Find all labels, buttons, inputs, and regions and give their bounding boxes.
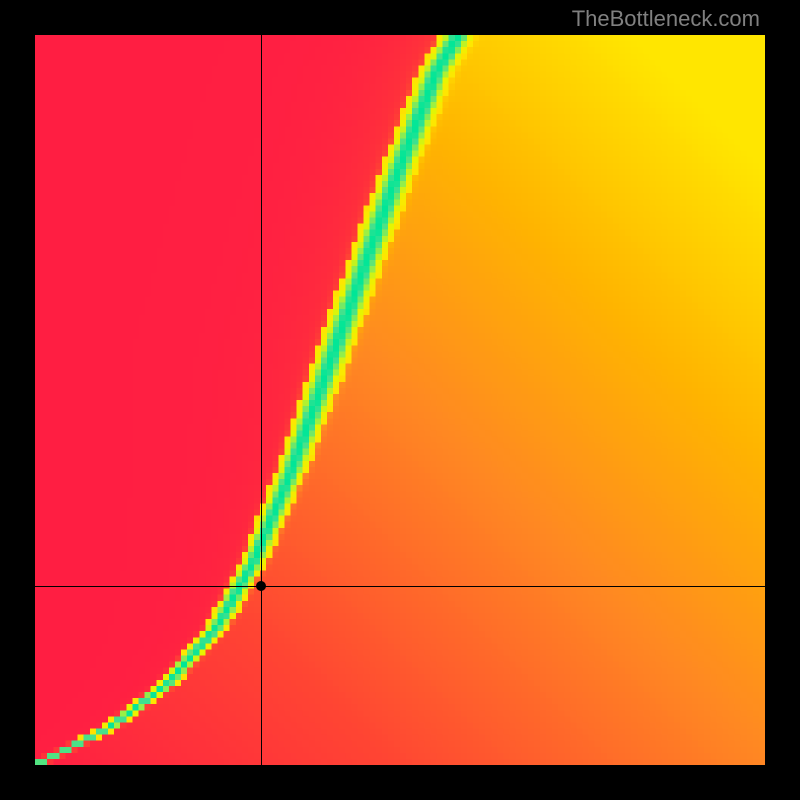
crosshair-horizontal (35, 586, 765, 587)
crosshair-vertical (261, 35, 262, 765)
watermark-text: TheBottleneck.com (572, 6, 760, 32)
heatmap-canvas (35, 35, 765, 765)
marker-point (256, 581, 266, 591)
heatmap-plot (35, 35, 765, 765)
